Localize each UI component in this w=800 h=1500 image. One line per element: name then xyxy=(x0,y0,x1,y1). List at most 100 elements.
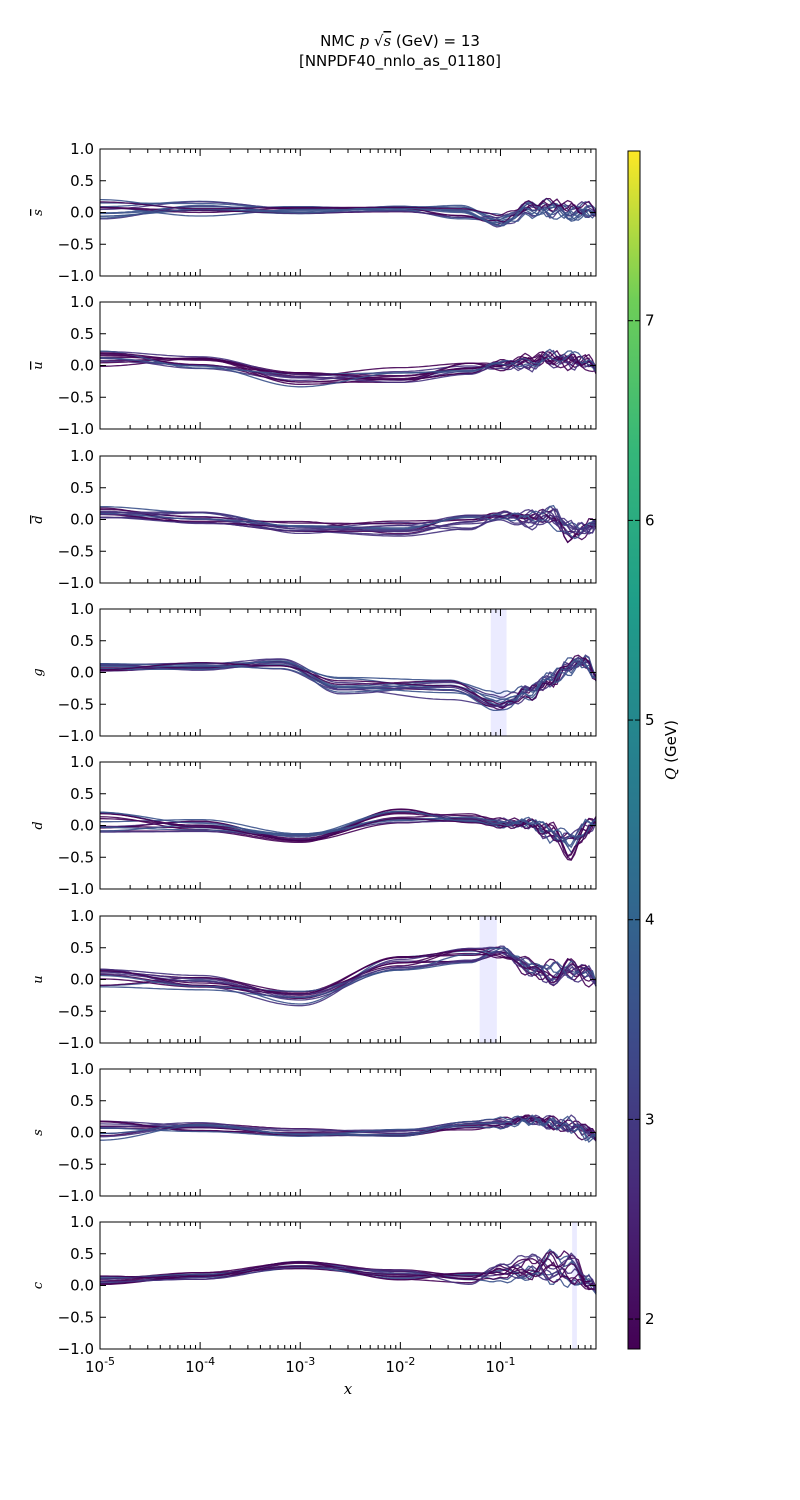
y-tick-label: −0.5 xyxy=(58,235,94,253)
pdf-replica-line xyxy=(99,810,597,838)
pdf-replica-line xyxy=(100,947,597,996)
pdf-replica-line xyxy=(99,352,597,377)
pdf-replica-line xyxy=(100,511,597,532)
pdf-replica-line xyxy=(100,947,597,999)
panel-frame xyxy=(99,1221,597,1350)
x-tick-label: 10-3 xyxy=(285,1355,315,1376)
pdf-replica-line xyxy=(100,197,597,217)
colorbar-tick-label: 5 xyxy=(645,711,655,729)
y-tick-label: 0.5 xyxy=(70,1092,94,1110)
series-group xyxy=(99,504,597,544)
flavor-label: s xyxy=(31,209,46,216)
y-tick-label: 1.0 xyxy=(70,600,94,618)
y-tick-label: 1.0 xyxy=(70,447,94,465)
colorbar-ticks: 2 3 4 5 6 7 xyxy=(628,312,655,1328)
panel-3: 1.0 0.5 0.0 −0.5 −1.0 d xyxy=(31,447,597,592)
pdf-replica-line xyxy=(100,808,597,861)
y-tick-label: 0.5 xyxy=(70,172,94,190)
pdf-replica-line xyxy=(100,1258,597,1290)
series-group xyxy=(100,654,597,712)
y-tick-label: 0.0 xyxy=(70,511,94,529)
y-tick-label: 0.0 xyxy=(70,664,94,682)
colorbar-tick-label: 3 xyxy=(645,1110,655,1128)
y-tick-label: −0.5 xyxy=(58,1002,94,1020)
y-tick-label: −1.0 xyxy=(58,1034,94,1052)
y-tick-label: −1.0 xyxy=(58,420,94,438)
highlight-band xyxy=(490,609,507,736)
x-axis-label: x xyxy=(344,1380,353,1398)
panel-5: 1.0 0.5 0.0 −0.5 −1.0 d xyxy=(31,753,597,898)
pdf-replica-line xyxy=(100,355,597,382)
y-tick-label: 1.0 xyxy=(70,293,94,311)
y-tick-label: 0.0 xyxy=(70,1277,94,1295)
y-tick-label: −1.0 xyxy=(58,574,94,592)
y-tick-label: 0.5 xyxy=(70,785,94,803)
colorbar: 2 3 4 5 6 7 Q (GeV) xyxy=(627,150,680,1350)
pdf-replica-line xyxy=(100,654,597,705)
panel-1: 1.0 0.5 0.0 −0.5 −1.0 s xyxy=(31,140,597,285)
x-tick-label: 10-4 xyxy=(185,1355,215,1376)
flavor-label: u xyxy=(31,975,46,983)
pdf-replica-line xyxy=(99,353,597,383)
pdf-replica-line xyxy=(100,348,597,375)
highlight-band xyxy=(479,916,497,1043)
panel-frame xyxy=(99,608,597,737)
y-tick-label: −1.0 xyxy=(58,1340,94,1358)
panels-group: 1.0 0.5 0.0 −0.5 −1.0 s 1.0 0.5 0.0 −0.5 −1.0 u 1.0 0… xyxy=(31,140,597,1376)
y-tick-label: −1.0 xyxy=(58,880,94,898)
pdf-replica-line xyxy=(100,949,597,995)
series-group xyxy=(99,348,597,388)
pdf-replica-line xyxy=(100,1114,597,1140)
pdf-replica-line xyxy=(100,662,597,701)
panel-8: 1.0 0.5 0.0 −0.5 −1.0 c xyxy=(31,1213,597,1358)
y-tick-label: 1.0 xyxy=(70,753,94,771)
flavor-label: c xyxy=(31,1281,46,1289)
series-group xyxy=(99,1114,597,1144)
y-tick-label: 0.0 xyxy=(70,971,94,989)
chart-title-line1: NMC p √s (GeV) = 13 xyxy=(320,32,480,50)
pdf-replica-line xyxy=(100,951,597,995)
pdf-replica-line xyxy=(100,350,597,388)
y-tick-label: −1.0 xyxy=(58,1187,94,1205)
colorbar-tick-label: 4 xyxy=(645,911,655,929)
flavor-label: s xyxy=(31,1129,46,1136)
pdf-replica-line xyxy=(100,512,597,540)
pdf-replica-line xyxy=(99,508,597,535)
series-group xyxy=(99,1248,597,1295)
y-tick-label: 1.0 xyxy=(70,907,94,925)
pdf-replica-line xyxy=(100,812,597,857)
x-tick-label: 10-1 xyxy=(485,1355,515,1376)
y-tick-label: 0.5 xyxy=(70,325,94,343)
y-tick-label: 0.5 xyxy=(70,1245,94,1263)
y-tick-label: 1.0 xyxy=(70,1060,94,1078)
y-tick-label: 0.5 xyxy=(70,479,94,497)
x-tick-label: 10-5 xyxy=(85,1355,115,1376)
series-group xyxy=(99,197,597,228)
y-tick-label: −1.0 xyxy=(58,727,94,745)
y-tick-label: 0.0 xyxy=(70,817,94,835)
series-group xyxy=(99,808,597,861)
y-tick-label: 0.0 xyxy=(70,357,94,375)
pdf-replica-line xyxy=(100,201,597,227)
flavor-label: d xyxy=(31,821,46,829)
y-tick-label: 0.0 xyxy=(70,204,94,222)
pdf-replica-line xyxy=(100,660,597,702)
colorbar-tick-label: 6 xyxy=(645,511,655,529)
y-tick-label: −0.5 xyxy=(58,695,94,713)
flavor-label: d xyxy=(31,515,46,523)
panel-frame xyxy=(99,455,597,584)
y-tick-label: −0.5 xyxy=(58,388,94,406)
y-tick-label: 1.0 xyxy=(70,140,94,158)
y-tick-label: 0.5 xyxy=(70,632,94,650)
colorbar-tick-label: 2 xyxy=(645,1310,655,1328)
x-tick-label: 10-2 xyxy=(385,1355,415,1376)
panel-6: 1.0 0.5 0.0 −0.5 −1.0 u xyxy=(31,907,597,1052)
y-tick-label: −0.5 xyxy=(58,1155,94,1173)
x-tick-labels: 10-5 10-4 10-3 10-2 10-1 xyxy=(85,1355,516,1376)
colorbar-label: Q (GeV) xyxy=(662,720,680,780)
pdf-replica-line xyxy=(100,1266,597,1291)
colorbar-tick-label: 7 xyxy=(645,312,655,330)
pdf-replica-line xyxy=(100,204,597,227)
chart-title-line2: [NNPDF40_nnlo_as_01180] xyxy=(299,52,501,71)
